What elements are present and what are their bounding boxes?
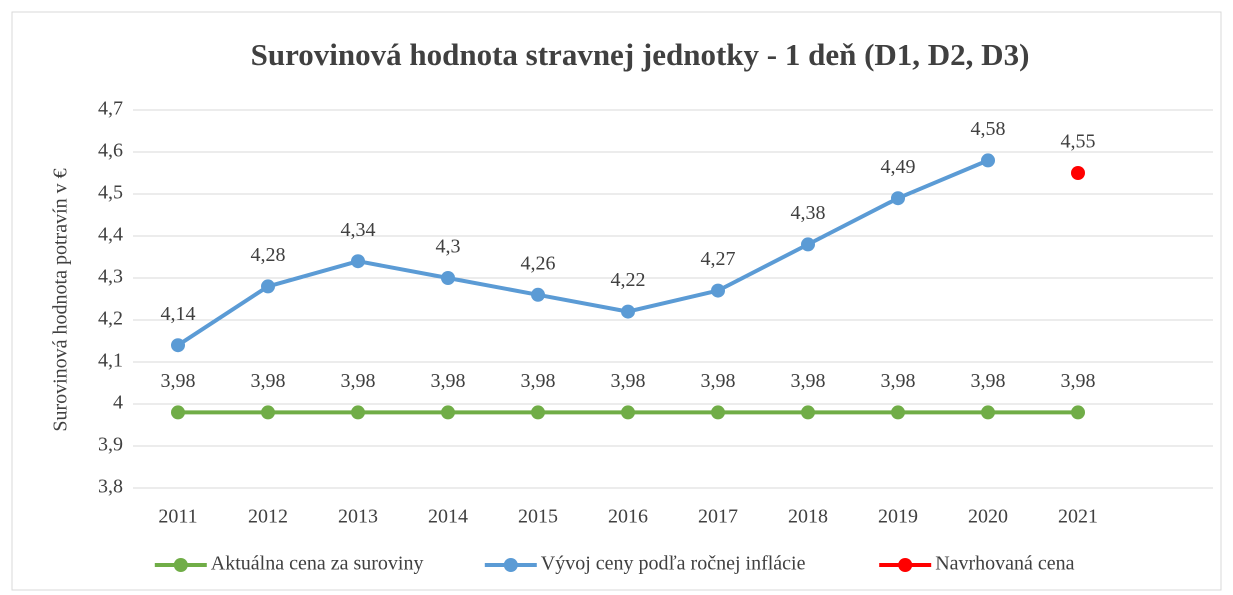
data-label: 3,98: [701, 370, 736, 392]
data-label: 3,98: [251, 370, 286, 392]
data-point: [261, 405, 275, 420]
data-label: 3,98: [341, 370, 376, 392]
data-point: [711, 405, 725, 420]
x-tick-label: 2019: [878, 506, 918, 528]
x-tick-label: 2012: [248, 506, 288, 528]
data-point: [531, 287, 545, 302]
data-point: [261, 279, 275, 294]
data-label: 3,98: [971, 370, 1006, 392]
data-label: 4,22: [611, 269, 646, 291]
data-point: [891, 191, 905, 206]
legend-marker: [173, 558, 188, 572]
y-tick-label: 4,7: [98, 98, 123, 120]
y-tick-label: 4,5: [98, 182, 123, 204]
data-label: 4,3: [436, 236, 461, 258]
data-point: [981, 153, 995, 168]
y-tick-label: 4: [113, 392, 123, 414]
y-tick-label: 4,4: [98, 224, 123, 246]
data-label: 4,28: [251, 244, 286, 266]
data-label: 4,26: [521, 252, 556, 274]
data-point: [441, 405, 455, 420]
data-label: 3,98: [431, 370, 466, 392]
data-label: 3,98: [611, 370, 646, 392]
data-label: 4,14: [161, 303, 196, 325]
data-point: [351, 254, 365, 269]
y-tick-label: 3,9: [98, 434, 123, 456]
legend-label: Navrhovaná cena: [935, 553, 1074, 575]
x-tick-label: 2018: [788, 506, 828, 528]
data-label: 3,98: [881, 370, 916, 392]
data-label: 4,27: [701, 248, 736, 270]
data-label: 4,34: [341, 219, 376, 241]
legend-marker: [898, 558, 913, 572]
x-tick-label: 2014: [428, 506, 468, 528]
chart-border: [11, 11, 1222, 591]
x-tick-label: 2021: [1058, 506, 1098, 528]
data-label: 4,49: [881, 156, 916, 178]
data-point: [891, 405, 905, 420]
data-point: [621, 405, 635, 420]
legend-label: Aktuálna cena za suroviny: [211, 553, 424, 575]
data-point: [171, 338, 185, 353]
x-tick-label: 2020: [968, 506, 1008, 528]
data-point: [1071, 166, 1085, 180]
y-tick-label: 4,6: [98, 140, 123, 162]
x-tick-label: 2013: [338, 506, 378, 528]
chart-title: Surovinová hodnota stravnej jednotky - 1…: [251, 37, 1030, 72]
data-label: 3,98: [161, 370, 196, 392]
y-tick-label: 4,3: [98, 266, 123, 288]
data-label: 4,55: [1061, 131, 1096, 153]
data-point: [531, 405, 545, 420]
y-tick-label: 4,1: [98, 350, 123, 372]
y-tick-label: 3,8: [98, 476, 123, 498]
legend-marker: [503, 558, 518, 572]
legend-label: Vývoj ceny podľa ročnej inflácie: [541, 553, 806, 575]
data-label: 3,98: [1061, 370, 1096, 392]
data-label: 3,98: [521, 370, 556, 392]
series-line: [176, 158, 989, 347]
x-tick-label: 2016: [608, 506, 648, 528]
data-point: [1071, 405, 1085, 420]
data-label: 3,98: [791, 370, 826, 392]
data-point: [621, 304, 635, 319]
data-label: 4,38: [791, 202, 826, 224]
data-point: [351, 405, 365, 420]
x-tick-label: 2015: [518, 506, 558, 528]
x-tick-label: 2011: [158, 506, 197, 528]
x-tick-label: 2017: [698, 506, 738, 528]
data-point: [441, 271, 455, 285]
data-point: [801, 405, 815, 420]
data-label: 4,58: [971, 118, 1006, 140]
data-point: [981, 405, 995, 420]
data-point: [171, 405, 185, 420]
data-point: [801, 237, 815, 252]
data-point: [711, 283, 725, 298]
y-tick-label: 4,2: [98, 308, 123, 330]
y-axis-label: Surovinová hodnota potravín v €: [50, 168, 72, 431]
